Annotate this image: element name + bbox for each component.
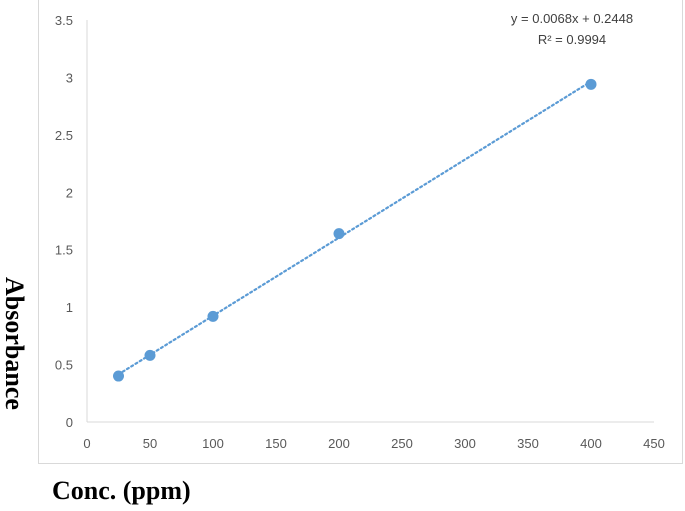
- y-tick-label: 0: [66, 415, 73, 430]
- r-squared-label: R² = 0.9994: [538, 32, 606, 47]
- x-tick-label: 150: [265, 436, 287, 451]
- y-tick-label: 3.5: [55, 13, 73, 28]
- y-tick-label: 1.5: [55, 243, 73, 258]
- data-point: [144, 349, 156, 361]
- x-tick-label: 0: [83, 436, 90, 451]
- x-tick-label: 250: [391, 436, 413, 451]
- data-point: [333, 228, 345, 240]
- data-point: [207, 310, 219, 322]
- trendline-equation: y = 0.0068x + 0.2448: [511, 11, 633, 26]
- y-axis-title: Absorbance: [0, 277, 29, 410]
- chart-frame: 0 0.5 1 1.5 2 2.5 3 3.5 0 50 100 150 200 250 300 350 400…: [38, 0, 683, 464]
- y-tick-label: 2.5: [55, 128, 73, 143]
- x-tick-label: 300: [454, 436, 476, 451]
- y-tick-label: 2: [66, 185, 73, 200]
- x-tick-label: 350: [517, 436, 539, 451]
- x-tick-label: 400: [580, 436, 602, 451]
- x-axis-title: Conc. (ppm): [52, 476, 191, 505]
- scatter-plot: 0 0.5 1 1.5 2 2.5 3 3.5 0 50 100 150 200 250 300 350 400…: [55, 11, 665, 451]
- data-point: [113, 370, 124, 382]
- y-tick-label: 0.5: [55, 358, 73, 373]
- trendline: [117, 80, 593, 376]
- x-tick-label: 200: [328, 436, 350, 451]
- data-point: [585, 78, 597, 90]
- x-tick-label: 100: [202, 436, 224, 451]
- x-tick-label: 450: [643, 436, 665, 451]
- x-tick-label: 50: [143, 436, 157, 451]
- y-tick-label: 1: [66, 300, 73, 315]
- y-tick-label: 3: [66, 70, 73, 85]
